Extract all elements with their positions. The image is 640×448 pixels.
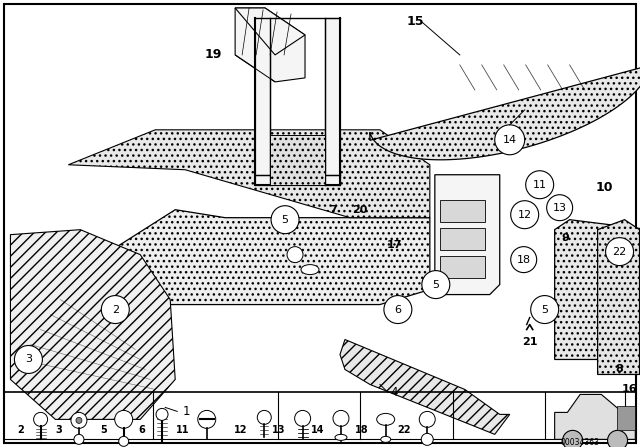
- Circle shape: [547, 195, 573, 221]
- Circle shape: [419, 411, 435, 427]
- Circle shape: [71, 413, 87, 428]
- Text: 2: 2: [17, 425, 24, 435]
- Circle shape: [15, 345, 42, 374]
- Text: 12: 12: [518, 210, 532, 220]
- Polygon shape: [555, 220, 640, 359]
- Text: 6: 6: [394, 305, 401, 314]
- Polygon shape: [555, 394, 636, 439]
- Polygon shape: [435, 175, 500, 295]
- Text: 00034363: 00034363: [560, 438, 599, 447]
- Polygon shape: [10, 230, 175, 419]
- Polygon shape: [255, 175, 340, 185]
- Circle shape: [34, 413, 47, 426]
- Text: 14: 14: [310, 425, 324, 435]
- Text: 8: 8: [616, 365, 623, 375]
- Circle shape: [525, 171, 554, 199]
- Text: 22: 22: [397, 425, 410, 435]
- Circle shape: [511, 201, 539, 228]
- Text: 20: 20: [352, 205, 367, 215]
- Ellipse shape: [301, 265, 319, 275]
- Circle shape: [76, 418, 82, 423]
- Polygon shape: [616, 406, 634, 431]
- Text: 10: 10: [596, 181, 613, 194]
- Text: 11: 11: [532, 180, 547, 190]
- Bar: [440, 256, 484, 278]
- Circle shape: [156, 409, 168, 420]
- Circle shape: [531, 296, 559, 323]
- Text: 11: 11: [176, 425, 190, 435]
- Text: 22: 22: [612, 247, 627, 257]
- Circle shape: [511, 247, 537, 272]
- Text: 13: 13: [272, 425, 285, 435]
- Circle shape: [333, 410, 349, 426]
- Circle shape: [74, 435, 84, 444]
- Polygon shape: [325, 18, 340, 185]
- Text: 2: 2: [112, 305, 119, 314]
- Circle shape: [495, 125, 525, 155]
- Circle shape: [118, 436, 129, 446]
- Circle shape: [287, 247, 303, 263]
- Text: 4: 4: [390, 386, 397, 399]
- Text: 6: 6: [138, 425, 145, 435]
- Text: 12: 12: [234, 425, 247, 435]
- Ellipse shape: [377, 414, 395, 426]
- Polygon shape: [235, 8, 305, 82]
- Polygon shape: [68, 130, 430, 218]
- Circle shape: [198, 410, 216, 428]
- Circle shape: [563, 431, 582, 448]
- Ellipse shape: [335, 435, 347, 440]
- Text: 18: 18: [355, 425, 369, 435]
- Circle shape: [271, 206, 299, 234]
- Polygon shape: [270, 135, 325, 185]
- Circle shape: [421, 433, 433, 445]
- Text: 17: 17: [387, 240, 403, 250]
- Polygon shape: [340, 340, 509, 435]
- Text: 9: 9: [562, 233, 570, 243]
- Bar: [440, 200, 484, 222]
- Text: 5: 5: [282, 215, 289, 225]
- Circle shape: [384, 296, 412, 323]
- Text: 7: 7: [329, 205, 337, 215]
- Text: 14: 14: [502, 135, 516, 145]
- Polygon shape: [235, 55, 275, 82]
- Text: 5: 5: [433, 280, 439, 289]
- Text: 5: 5: [100, 425, 107, 435]
- Text: 16: 16: [621, 384, 637, 394]
- Polygon shape: [235, 8, 305, 55]
- Circle shape: [257, 410, 271, 424]
- Text: 15: 15: [406, 16, 424, 29]
- Ellipse shape: [381, 436, 390, 442]
- Bar: [440, 228, 484, 250]
- Text: 21: 21: [522, 336, 538, 346]
- Circle shape: [115, 410, 132, 428]
- Text: 3: 3: [55, 425, 62, 435]
- Text: 19: 19: [204, 48, 222, 61]
- Polygon shape: [68, 210, 430, 305]
- Text: 1: 1: [182, 405, 189, 418]
- Circle shape: [605, 237, 634, 266]
- Text: 13: 13: [553, 202, 566, 213]
- Text: 18: 18: [516, 254, 531, 265]
- Circle shape: [101, 296, 129, 323]
- Polygon shape: [370, 57, 640, 160]
- Text: 5: 5: [541, 305, 548, 314]
- Polygon shape: [598, 220, 639, 375]
- Circle shape: [294, 410, 310, 426]
- Polygon shape: [255, 18, 270, 185]
- Circle shape: [607, 431, 628, 448]
- Circle shape: [422, 271, 450, 298]
- Text: 3: 3: [25, 354, 32, 365]
